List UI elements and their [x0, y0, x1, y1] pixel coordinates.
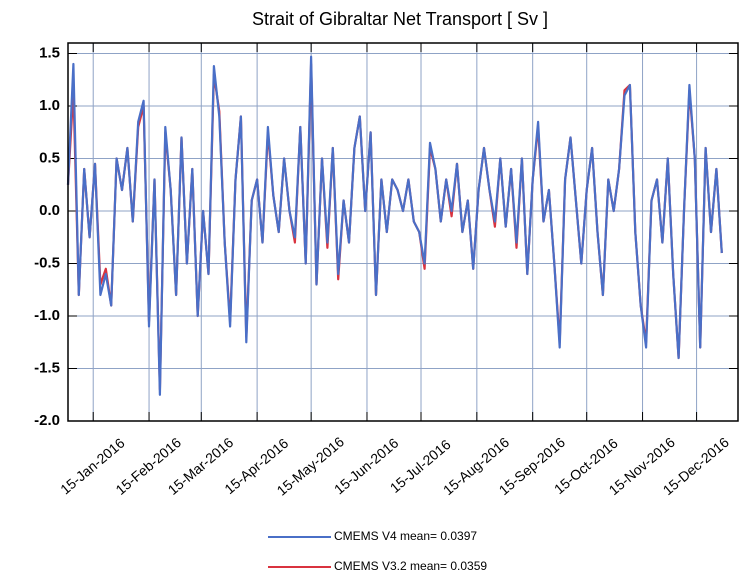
y-tick-label: 1.0	[39, 97, 60, 114]
y-tick-label: 1.5	[39, 44, 60, 61]
plot-frame	[67, 42, 739, 422]
y-tick-label: -0.5	[34, 254, 60, 271]
y-tick-label: -2.0	[34, 412, 60, 429]
chart-title: Strait of Gibraltar Net Transport [ Sv ]	[252, 9, 548, 29]
y-tick-label: 0.0	[39, 202, 60, 219]
legend-label: CMEMS V3.2 mean= 0.0359	[334, 559, 487, 572]
y-tick-label: 0.5	[39, 149, 60, 166]
y-tick-label: -1.0	[34, 307, 60, 324]
series-line	[66, 55, 723, 396]
y-tick-label: -1.5	[34, 359, 60, 376]
legend-label: CMEMS V4 mean= 0.0397	[334, 529, 477, 543]
